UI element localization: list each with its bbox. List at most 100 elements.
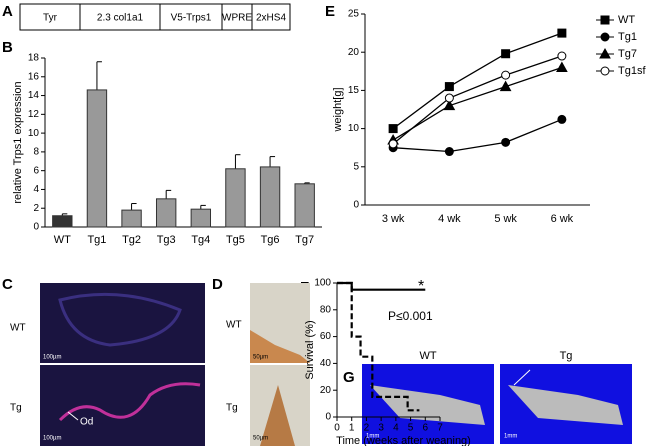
panel-label: C [2,276,13,293]
x-tick-label: 6 wk [551,213,574,225]
construct-part: WPRE [222,13,252,24]
bar [225,168,246,228]
y-axis-label: weight[g] [332,87,344,132]
y-tick-label: 40 [320,358,332,369]
arrow [67,411,79,421]
row-label: Tg [10,403,22,414]
marker [600,66,610,76]
marker [388,124,398,134]
y-tick-label: 60 [320,331,332,342]
scale-label: 1mm [366,434,379,440]
y-tick-label: 12 [28,109,40,120]
y-tick-label: 0 [325,412,331,423]
arrow [513,369,531,386]
y-tick-label: 0 [33,222,39,233]
bone [508,385,623,425]
y-axis-label: Survival (%) [304,320,316,379]
marker [499,80,512,92]
x-tick-label: Tg2 [122,234,141,246]
x-tick-label: 6 [423,423,429,434]
construct-box [19,3,291,31]
scale-label: 50µm [253,436,268,442]
y-tick-label: 6 [33,165,39,176]
legend-label: Tg1sf [618,65,646,77]
y-tick-label: 2 [33,203,39,214]
tissue [58,292,182,347]
y-tick-label: 80 [320,304,332,315]
marker [443,99,456,111]
tissue [250,330,310,363]
y-tick-label: 5 [353,161,359,172]
annotation: * [418,278,424,295]
x-tick-label: 4 wk [438,213,461,225]
construct [19,3,291,31]
tissue [58,382,201,422]
construct-part: Tyr [43,13,58,24]
y-tick-label: 16 [28,71,40,82]
bar [259,166,281,228]
bar [190,208,212,228]
line [393,118,563,153]
y-tick-label: 100 [314,278,331,289]
scale-label: 50µm [253,355,268,361]
panel-label: E [325,3,335,20]
x-tick-label: Tg3 [157,234,176,246]
y-tick-label: 10 [348,123,360,134]
marker [444,147,454,157]
x-tick-label: Tg4 [191,234,210,246]
x-tick-label: 3 wk [382,213,405,225]
bone [370,385,485,425]
x-tick-label: 0 [334,423,340,434]
x-tick-label: Tg7 [295,234,314,246]
marker [557,51,567,61]
x-tick-label: WT [54,234,71,246]
marker [600,15,610,25]
construct-part: 2xHS4 [256,13,286,24]
micrograph [40,365,205,446]
bar [52,215,73,228]
line [392,32,563,130]
legend-label: Tg7 [618,48,637,60]
marker [501,49,511,59]
marker [557,114,567,124]
y-tick-label: 10 [28,128,40,139]
marker [501,137,511,147]
line [392,66,563,141]
marker [557,28,567,38]
y-tick-label: 14 [28,90,40,101]
x-tick-label: 5 wk [494,213,517,225]
row-label: Tg [226,403,238,414]
annotation: P≤0.001 [388,309,433,323]
line [392,55,563,145]
marker [600,32,610,42]
y-tick-label: 0 [353,200,359,211]
x-tick-label: Tg5 [226,234,245,246]
construct-part: V5-Trps1 [171,13,212,24]
y-tick-label: 15 [348,85,360,96]
x-tick-label: Tg6 [261,234,280,246]
marker [501,70,511,80]
x-tick-label: 3 [378,423,384,434]
bar [155,198,177,228]
x-tick-label: Tg1 [87,234,106,246]
tissue [260,385,295,446]
x-tick-label: 1 [349,423,355,434]
y-axis-label: relative Trps1 expression [12,81,24,203]
panel-label: D [212,276,223,293]
marker [444,93,454,103]
marker [556,61,568,72]
x-tick-label: 5 [408,423,414,434]
row-label: WT [10,323,26,334]
legend-label: WT [618,14,635,26]
y-tick-label: 20 [348,47,360,58]
construct-part: 2.3 col1a1 [97,13,144,24]
y-tick-label: 20 [320,385,332,396]
legend-label: Tg1 [618,31,637,43]
bar [121,209,142,228]
y-tick-label: 18 [28,53,40,64]
scale-label: 1mm [504,434,517,440]
scale-label: 100µm [43,436,61,442]
scale-label: 100µm [43,355,61,361]
bar [86,89,108,228]
